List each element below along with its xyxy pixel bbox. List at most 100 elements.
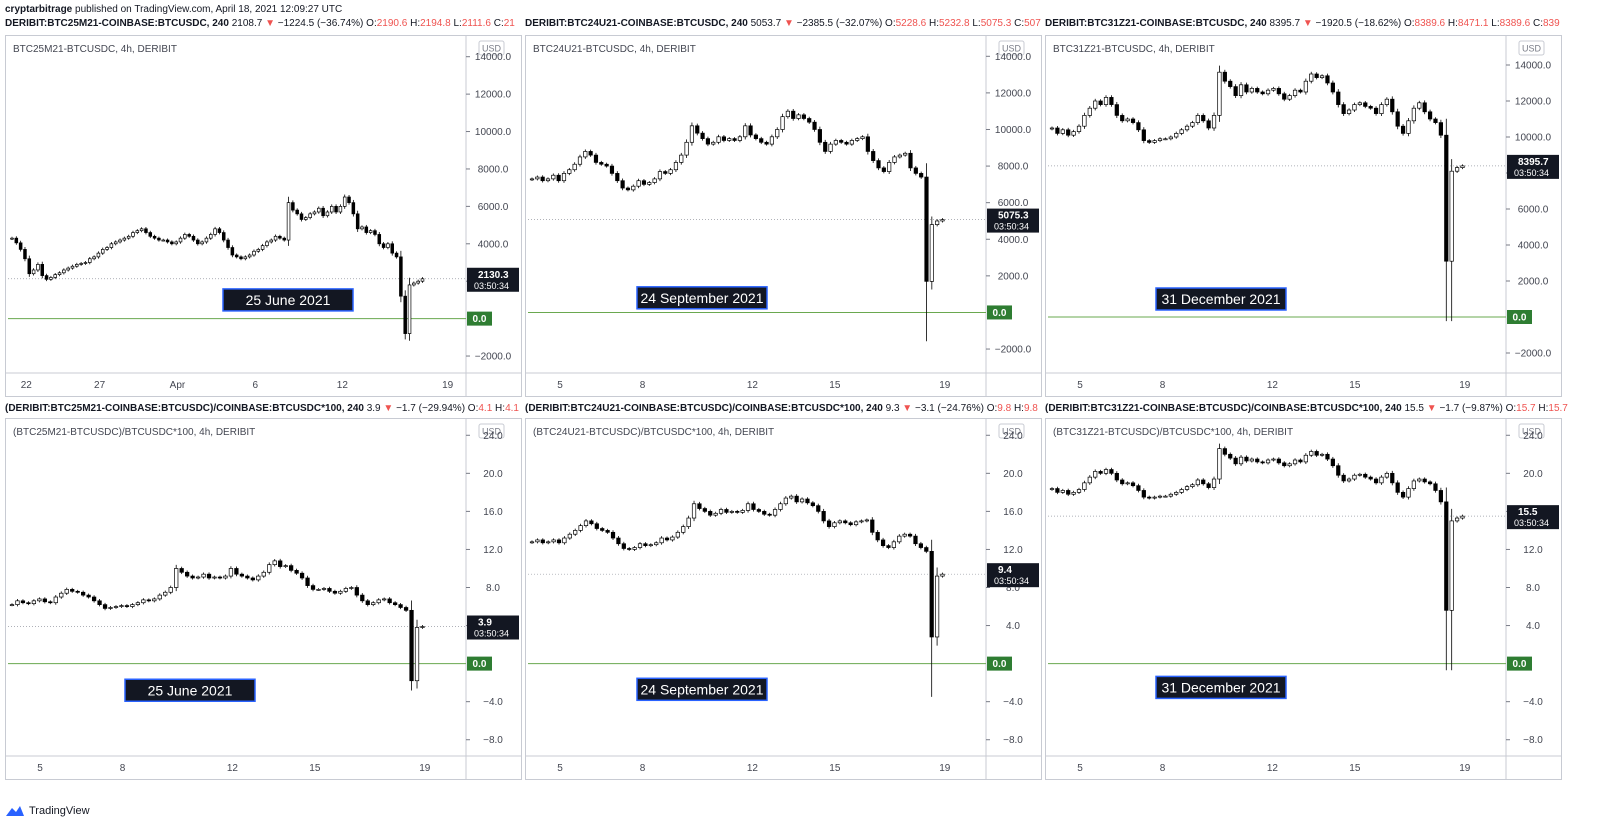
candle-body xyxy=(691,503,697,519)
legend-change: −2385.5 (−32.07%) xyxy=(796,18,883,29)
candle-body xyxy=(924,176,929,282)
candle-body xyxy=(381,243,386,248)
y-tick-label: 14000.0 xyxy=(1515,61,1552,72)
chart-panel-btc25m21-pct[interactable]: (BTC25M21-BTCUSDC)/BTCUSDC*100, 4h, DERI… xyxy=(5,418,522,780)
x-tick-label: 19 xyxy=(1459,763,1471,774)
candle-body xyxy=(1201,479,1206,485)
candle-body xyxy=(364,226,369,233)
candle-body xyxy=(398,604,403,608)
candle-body xyxy=(1255,458,1260,463)
currency-badge xyxy=(1518,423,1545,439)
candle-body xyxy=(620,180,625,189)
x-tick-label: 15 xyxy=(829,380,841,391)
candle-body xyxy=(1400,492,1406,498)
candle-body xyxy=(1417,478,1422,482)
candle-body xyxy=(109,243,114,248)
candle-body xyxy=(286,202,291,241)
chart-panel-btc24u21-pct[interactable]: (BTC24U21-BTCUSDC)/BTCUSDC*100, 4h, DERI… xyxy=(525,418,1042,780)
legend-last: 9.3 xyxy=(885,403,900,414)
candle-body xyxy=(1319,453,1325,456)
candle-body xyxy=(1260,461,1265,464)
chart-panel-btc31z21[interactable]: BTC31Z21-BTCUSDC, 4h, DERIBIT USD 14000.0 1… xyxy=(1045,35,1562,397)
zero-label: 0.0 xyxy=(1513,659,1527,670)
candle-body xyxy=(1125,482,1130,485)
author-name[interactable]: cryptarbitrage xyxy=(5,4,73,15)
candle-body xyxy=(131,232,135,237)
candle-body xyxy=(785,110,790,118)
candle-body xyxy=(1163,138,1168,141)
candle-body xyxy=(195,576,201,579)
candle-body xyxy=(724,509,729,513)
candle-body xyxy=(386,243,390,248)
zero-label: 0.0 xyxy=(473,659,487,670)
chart-svg: (BTC24U21-BTCUSDC)/BTCUSDC*100, 4h, DERI… xyxy=(526,419,1041,779)
candle-body xyxy=(1357,102,1362,105)
x-tick-label: 5 xyxy=(1077,380,1083,391)
candle-body xyxy=(1238,456,1244,465)
legend-change: −1.7 (−9.87%) xyxy=(1439,403,1503,414)
legend-open: 9.8 xyxy=(997,403,1012,414)
x-tick-label: 5 xyxy=(1077,763,1083,774)
candle-body xyxy=(1309,73,1314,82)
candle-body xyxy=(609,165,615,174)
last-price-badge xyxy=(987,208,1039,233)
tradingview-footer[interactable]: TradingView xyxy=(5,805,90,817)
candle-body xyxy=(855,138,860,141)
candle-body xyxy=(1120,479,1125,485)
candle-body xyxy=(583,520,589,527)
candle-body xyxy=(304,217,308,220)
y-tick-label: 20.0 xyxy=(1003,469,1023,480)
candle-body xyxy=(748,125,753,136)
candle-body xyxy=(1244,456,1249,462)
candle-body xyxy=(64,589,69,594)
candle-body xyxy=(1109,469,1114,474)
x-tick-label: 5 xyxy=(37,763,43,774)
candle-body xyxy=(902,533,907,537)
candle-body xyxy=(940,219,945,222)
candle-body xyxy=(1184,486,1190,490)
chart-panel-btc25m21[interactable]: BTC25M21-BTCUSDC, 4h, DERIBIT USD 14000.0 1… xyxy=(5,35,522,397)
chart-panel-btc31z21-pct[interactable]: (BTC31Z21-BTCUSDC)/BTCUSDC*100, 4h, DERI… xyxy=(1045,418,1562,780)
candle-body xyxy=(657,171,663,180)
candle-body xyxy=(382,598,387,601)
candle-body xyxy=(75,590,80,593)
x-tick-label: 5 xyxy=(557,380,563,391)
candle-body xyxy=(409,609,414,682)
y-tick-label: −4.0 xyxy=(1523,697,1543,708)
candle-body xyxy=(631,185,636,191)
candle-body xyxy=(641,180,647,185)
candle-body xyxy=(148,232,153,237)
candle-body xyxy=(1400,125,1406,134)
y-tick-label: 24.0 xyxy=(1003,431,1023,442)
candle-body xyxy=(321,588,327,590)
candle-body xyxy=(174,568,179,588)
candle-body xyxy=(1438,490,1443,503)
tradingview-logo-icon xyxy=(6,806,24,816)
candle-body xyxy=(833,140,838,145)
candle-body xyxy=(392,602,398,605)
candle-body xyxy=(1141,129,1146,141)
x-tick-label: 19 xyxy=(939,763,951,774)
last-price-label: 5075.3 xyxy=(998,211,1029,222)
candle-body xyxy=(1055,127,1060,134)
candle-body xyxy=(1282,93,1287,100)
candle-body xyxy=(53,596,58,604)
chart-panel-btc24u21[interactable]: BTC24U21-BTCUSDC, 4h, DERIBIT USD 14000.0 1… xyxy=(525,35,1042,397)
candle-body xyxy=(40,264,45,276)
candle-body xyxy=(1319,75,1325,78)
y-tick-label: 16.0 xyxy=(483,507,503,518)
candle-body xyxy=(1352,474,1357,480)
candle-body xyxy=(190,575,195,579)
candle-body xyxy=(20,600,26,604)
candle-body xyxy=(918,543,923,548)
candle-body xyxy=(329,206,334,213)
candle-body xyxy=(545,178,551,182)
last-price-label: 15.5 xyxy=(1518,507,1538,518)
candle-body xyxy=(870,519,875,533)
candle-body xyxy=(1147,140,1152,143)
candle-body xyxy=(702,508,707,512)
candle-body xyxy=(174,241,178,245)
candle-body xyxy=(1244,84,1249,93)
candle-body xyxy=(387,598,392,604)
